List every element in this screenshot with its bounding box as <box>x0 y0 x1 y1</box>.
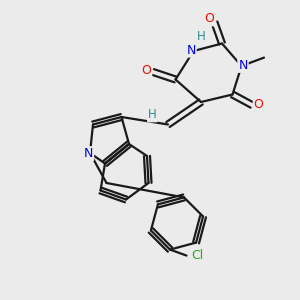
Text: N: N <box>84 147 93 160</box>
Text: H: H <box>196 30 206 43</box>
Text: Cl: Cl <box>191 249 203 262</box>
Text: O: O <box>254 98 263 112</box>
Text: H: H <box>148 108 157 122</box>
Text: O: O <box>142 64 151 77</box>
Text: N: N <box>238 59 248 72</box>
Text: O: O <box>204 12 214 26</box>
Text: N: N <box>186 44 196 57</box>
